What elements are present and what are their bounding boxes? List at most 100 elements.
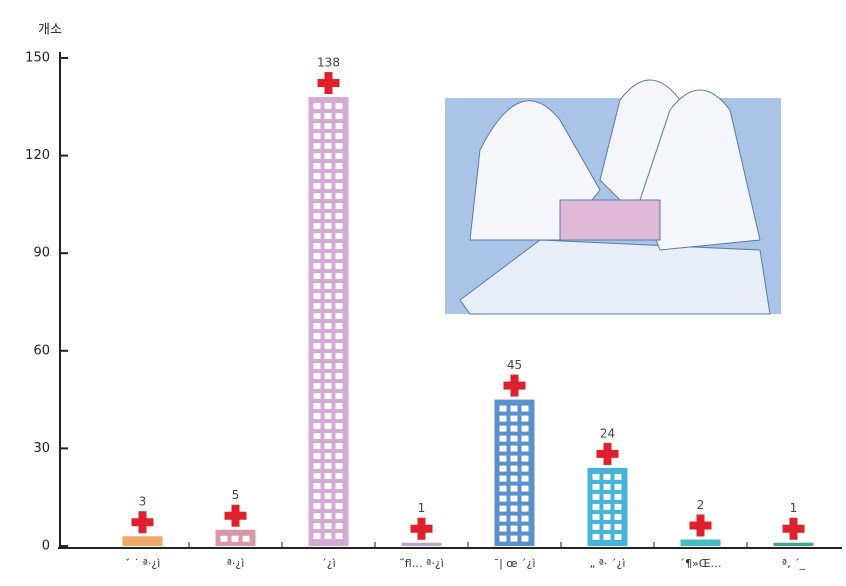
window <box>521 525 529 532</box>
window <box>335 403 343 410</box>
window <box>313 193 321 200</box>
window <box>499 535 507 542</box>
y-axis-label: 개소 <box>38 23 62 38</box>
window <box>324 113 332 120</box>
window <box>510 465 518 472</box>
window <box>324 273 332 280</box>
window <box>313 323 321 330</box>
window <box>614 523 622 530</box>
window <box>335 363 343 370</box>
window <box>510 525 518 532</box>
y-tick-label: 30 <box>33 441 50 456</box>
window <box>603 533 611 540</box>
window <box>231 535 239 542</box>
window <box>335 493 343 500</box>
bar <box>773 542 814 546</box>
window <box>313 413 321 420</box>
window <box>324 463 332 470</box>
window <box>324 303 332 310</box>
window <box>324 253 332 260</box>
window <box>313 183 321 190</box>
window <box>324 443 332 450</box>
window <box>324 223 332 230</box>
cross <box>138 511 147 534</box>
window <box>313 373 321 380</box>
window <box>335 453 343 460</box>
window <box>499 425 507 432</box>
window <box>242 535 250 542</box>
value-label: 3 <box>139 495 147 509</box>
window <box>324 193 332 200</box>
window <box>335 293 343 300</box>
window <box>521 465 529 472</box>
window <box>499 485 507 492</box>
window <box>335 373 343 380</box>
window <box>499 505 507 512</box>
window <box>510 415 518 422</box>
window <box>592 523 600 530</box>
window <box>324 403 332 410</box>
x-tick-label: ´¶»Œ… <box>680 557 722 570</box>
window <box>335 513 343 520</box>
window <box>614 473 622 480</box>
window <box>335 463 343 470</box>
window <box>324 103 332 110</box>
window <box>603 523 611 530</box>
window <box>324 133 332 140</box>
window <box>499 515 507 522</box>
x-tick-label: „ ª· ´¿ì <box>590 557 626 570</box>
window <box>592 503 600 510</box>
window <box>510 505 518 512</box>
window <box>335 343 343 350</box>
window <box>313 363 321 370</box>
window <box>324 373 332 380</box>
window <box>313 503 321 510</box>
window <box>324 423 332 430</box>
window <box>335 333 343 340</box>
value-label: 1 <box>418 501 426 515</box>
y-tick-label: 0 <box>42 539 50 554</box>
window <box>313 153 321 160</box>
value-label: 45 <box>507 358 522 372</box>
window <box>313 523 321 530</box>
window <box>313 403 321 410</box>
window <box>313 123 321 130</box>
value-label: 138 <box>317 56 340 70</box>
window <box>313 163 321 170</box>
window <box>592 473 600 480</box>
surgeon <box>639 89 761 251</box>
window <box>335 103 343 110</box>
window <box>313 283 321 290</box>
window <box>603 483 611 490</box>
window <box>313 113 321 120</box>
window <box>324 173 332 180</box>
x-tick-label: ˇ ˙ ª·¿ì <box>125 557 161 570</box>
window <box>324 123 332 130</box>
bar <box>680 539 721 546</box>
window <box>335 163 343 170</box>
window <box>313 233 321 240</box>
window <box>313 463 321 470</box>
window <box>603 493 611 500</box>
window <box>313 483 321 490</box>
window <box>603 473 611 480</box>
window <box>592 483 600 490</box>
window <box>335 383 343 390</box>
window <box>335 473 343 480</box>
window <box>614 493 622 500</box>
window <box>313 513 321 520</box>
y-tick-label: 60 <box>33 343 50 358</box>
window <box>324 353 332 360</box>
window <box>499 455 507 462</box>
window <box>521 485 529 492</box>
window <box>499 475 507 482</box>
window <box>335 443 343 450</box>
window <box>324 473 332 480</box>
window <box>313 343 321 350</box>
window <box>510 495 518 502</box>
y-tick-label: 90 <box>33 246 50 261</box>
window <box>313 473 321 480</box>
window <box>313 133 321 140</box>
window <box>324 363 332 370</box>
